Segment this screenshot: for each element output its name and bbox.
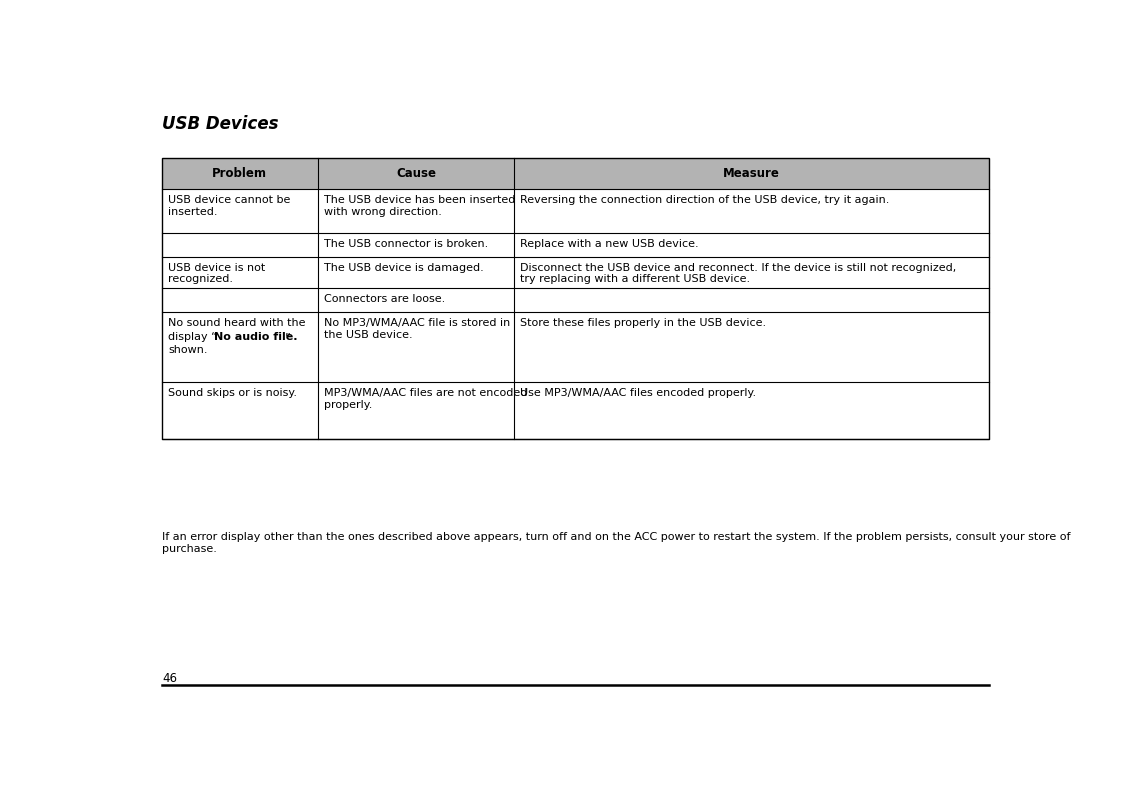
Text: Disconnect the USB device and reconnect. If the device is still not recognized,
: Disconnect the USB device and reconnect.… [520,263,957,284]
Text: Store these files properly in the USB device.: Store these files properly in the USB de… [520,319,767,328]
Text: The USB connector is broken.: The USB connector is broken. [323,239,487,249]
Text: Connectors are loose.: Connectors are loose. [323,294,445,305]
Bar [162,189,318,257]
Bar [162,158,989,440]
Bar [162,382,318,440]
Bar [514,189,989,232]
Bar [318,189,514,232]
Text: The USB device has been inserted
with wrong direction.: The USB device has been inserted with wr… [323,195,515,217]
Text: display “: display “ [168,332,217,341]
Text: Use MP3/WMA/AAC files encoded properly.: Use MP3/WMA/AAC files encoded properly. [520,388,757,398]
Bar [162,158,318,189]
Bar [514,382,989,440]
Text: No audio file.: No audio file. [214,332,298,341]
Text: Problem: Problem [212,167,267,180]
Bar [318,312,514,382]
Bar [162,312,318,382]
Bar [514,257,989,312]
Text: Measure: Measure [723,167,780,180]
Text: Reversing the connection direction of the USB device, try it again.: Reversing the connection direction of th… [520,195,889,205]
Bar [318,232,514,257]
Text: No MP3/WMA/AAC file is stored in
the USB device.: No MP3/WMA/AAC file is stored in the USB… [323,319,510,340]
Bar [514,312,989,382]
Text: The USB device is damaged.: The USB device is damaged. [323,263,483,273]
Bar [318,288,514,312]
Bar [514,232,989,257]
Text: shown.: shown. [168,345,208,355]
Text: Cause: Cause [396,167,436,180]
Bar [318,382,514,440]
Text: If an error display other than the ones described above appears, turn off and on: If an error display other than the ones … [162,532,1070,554]
Text: USB Devices: USB Devices [162,115,279,133]
Text: 46: 46 [162,672,177,685]
Bar [162,257,318,312]
Text: Sound skips or is noisy.: Sound skips or is noisy. [168,388,298,398]
Text: USB device cannot be
inserted.: USB device cannot be inserted. [168,195,291,217]
Bar [318,158,514,189]
Text: USB device is not
recognized.: USB device is not recognized. [168,263,265,284]
Bar [514,158,989,189]
Text: MP3/WMA/AAC files are not encoded
properly.: MP3/WMA/AAC files are not encoded proper… [323,388,527,410]
Text: No sound heard with the: No sound heard with the [168,319,305,328]
Bar [318,257,514,288]
Text: ”: ” [284,332,290,341]
Text: Replace with a new USB device.: Replace with a new USB device. [520,239,700,249]
